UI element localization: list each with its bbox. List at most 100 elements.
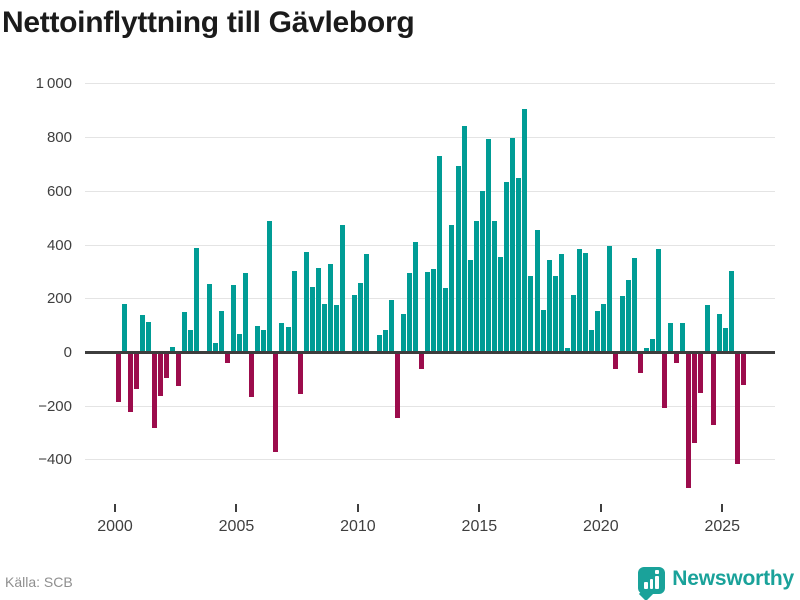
bar-2011Q1 <box>382 329 388 353</box>
bar-2012Q1 <box>406 273 412 353</box>
bar-2013Q2 <box>437 156 443 353</box>
badge-bar-icon <box>644 581 648 589</box>
gridline--200 <box>85 405 775 407</box>
bar-2024Q1 <box>698 354 704 393</box>
bar-2011Q3 <box>394 354 400 419</box>
x-axis-tick-2000 <box>114 504 116 512</box>
bar-2014Q4 <box>473 220 479 353</box>
bar-2024Q4 <box>716 313 722 353</box>
bar-2006Q1 <box>261 329 267 353</box>
bar-2023Q3 <box>686 354 692 489</box>
bar-2012Q4 <box>425 271 431 353</box>
y-axis-label-400: 400 <box>46 236 72 254</box>
bar-2015Q4 <box>498 257 504 353</box>
x-axis-tick-2025 <box>721 504 724 512</box>
bar-2019Q2 <box>583 253 589 353</box>
bar-2002Q2 <box>170 347 176 353</box>
y-axis-label-200: 200 <box>46 290 72 308</box>
bar-2021Q4 <box>643 348 649 353</box>
bar-2006Q2 <box>267 220 273 353</box>
source-label: Källa: SCB <box>5 574 73 590</box>
bar-2016Q3 <box>516 177 522 353</box>
bar-2011Q2 <box>388 300 394 353</box>
bar-2010Q4 <box>376 335 382 353</box>
bar-2003Q1 <box>188 329 194 353</box>
bar-2025Q2 <box>728 270 734 353</box>
bar-2021Q3 <box>637 354 643 373</box>
x-axis-tick-2005 <box>235 504 238 512</box>
gridline--400 <box>85 459 775 461</box>
bar-2008Q4 <box>328 263 334 353</box>
bar-2023Q1 <box>674 354 680 364</box>
bar-2025Q3 <box>734 354 740 465</box>
x-axis-tick-2010 <box>356 504 359 512</box>
y-axis-label--400: −400 <box>38 451 72 469</box>
bar-2002Q3 <box>176 354 182 387</box>
bar-2009Q1 <box>334 305 340 353</box>
bar-2007Q4 <box>303 251 309 353</box>
bar-2019Q1 <box>577 249 582 353</box>
bar-2023Q2 <box>680 322 686 353</box>
bar-2004Q3 <box>224 354 230 364</box>
bar-2014Q1 <box>455 165 461 353</box>
bar-2013Q4 <box>449 224 455 353</box>
bar-2016Q2 <box>510 137 516 353</box>
bar-2008Q2 <box>315 267 321 353</box>
bar-2016Q1 <box>504 181 510 353</box>
bar-2006Q3 <box>273 354 279 453</box>
y-axis-label--200: −200 <box>38 397 72 415</box>
bar-2022Q1 <box>649 339 655 353</box>
bar-2000Q2 <box>121 304 127 353</box>
bar-2005Q4 <box>255 325 261 353</box>
bar-2001Q4 <box>158 354 163 396</box>
bar-2023Q4 <box>692 354 698 443</box>
bar-2014Q3 <box>467 259 473 353</box>
bar-2015Q1 <box>479 191 485 353</box>
bar-2024Q3 <box>710 354 716 426</box>
bar-2018Q4 <box>570 294 576 353</box>
bar-2022Q2 <box>655 249 661 353</box>
newsworthy-logo: Newsworthy <box>638 561 794 600</box>
bar-2001Q1 <box>139 314 145 353</box>
badge-bar-icon <box>655 575 659 589</box>
x-axis-tick-2015 <box>478 504 481 512</box>
bar-2002Q4 <box>182 312 188 353</box>
x-axis-label-2015: 2015 <box>461 518 498 535</box>
bar-2005Q1 <box>236 333 242 353</box>
bar-2006Q4 <box>279 322 285 353</box>
bar-2019Q3 <box>589 329 595 353</box>
bar-2018Q1 <box>552 275 558 353</box>
bar-2013Q3 <box>443 288 449 353</box>
bar-2004Q1 <box>212 343 218 353</box>
bar-2017Q3 <box>540 309 546 353</box>
badge-dot-icon <box>655 570 659 574</box>
bar-2007Q2 <box>291 270 297 353</box>
bar-2003Q4 <box>206 284 212 353</box>
bar-2016Q4 <box>522 109 528 353</box>
bar-2010Q2 <box>364 254 370 353</box>
bar-2012Q2 <box>413 242 419 353</box>
gridline-1000 <box>85 83 775 85</box>
bar-2000Q1 <box>115 354 121 403</box>
newsworthy-badge-icon <box>638 566 666 600</box>
x-axis-label-2010: 2010 <box>340 518 376 535</box>
bar-2022Q4 <box>668 322 674 353</box>
bar-2018Q3 <box>564 348 570 353</box>
bar-2005Q2 <box>243 273 249 353</box>
bar-2017Q1 <box>528 275 534 353</box>
newsworthy-wordmark: Newsworthy <box>672 567 794 590</box>
bar-2021Q2 <box>631 258 637 353</box>
y-axis-label-1000: 1 000 <box>35 75 72 93</box>
y-axis-label-0: 0 <box>63 344 72 361</box>
bar-2024Q2 <box>704 305 710 353</box>
bar-2009Q2 <box>340 224 346 353</box>
bar-2008Q1 <box>309 286 315 353</box>
bar-2011Q4 <box>400 313 406 353</box>
bar-2007Q3 <box>297 354 303 395</box>
gridline-600 <box>85 190 775 192</box>
bar-2012Q3 <box>419 354 425 369</box>
bar-2005Q3 <box>249 354 255 397</box>
bar-2000Q4 <box>133 354 139 389</box>
bar-2009Q4 <box>352 294 358 353</box>
